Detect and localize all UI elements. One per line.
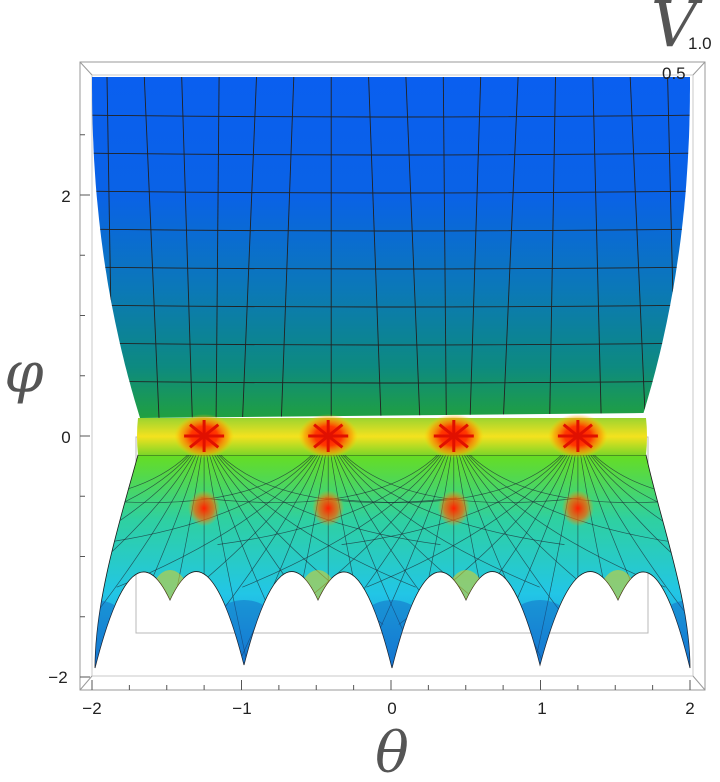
y-tick-label: 2 xyxy=(61,187,70,206)
singular-ray xyxy=(203,423,220,438)
grid-line xyxy=(215,77,220,418)
fan-line xyxy=(577,455,690,656)
singular-ray xyxy=(189,434,206,449)
y-tick-label: 0 xyxy=(61,428,70,447)
fan-line xyxy=(231,455,329,668)
grid-line xyxy=(502,77,519,418)
grid-line xyxy=(92,304,690,308)
x-tick-label: 2 xyxy=(685,699,694,718)
singular-ray xyxy=(438,423,455,438)
singular-ray xyxy=(327,423,344,438)
upper-grid-lines xyxy=(92,77,690,418)
singular-points xyxy=(174,414,608,527)
level-band xyxy=(137,418,647,455)
grid-line xyxy=(629,77,646,418)
singular-ray xyxy=(327,434,344,449)
singular-ray xyxy=(313,434,330,449)
singular-ray xyxy=(203,434,220,449)
fan-line xyxy=(577,455,690,625)
cusp-shade xyxy=(596,570,640,650)
fan-line xyxy=(453,455,690,545)
cusp-shade xyxy=(444,570,488,650)
z-tick-label: 0.5 xyxy=(662,64,686,83)
singular-point xyxy=(312,490,345,527)
z-tick-label: 1.0 xyxy=(688,34,712,53)
fan-line xyxy=(217,455,455,545)
grid-line xyxy=(592,77,602,418)
singular-ray xyxy=(562,423,579,438)
grid-line xyxy=(92,380,690,384)
singular-ray xyxy=(438,434,455,449)
fan-line xyxy=(577,455,690,588)
fan-line xyxy=(242,455,455,588)
grid-line xyxy=(92,266,690,270)
plot-box xyxy=(79,61,706,691)
grid-line xyxy=(181,77,193,418)
grid-line xyxy=(549,77,556,418)
upper-surface xyxy=(92,77,690,418)
axis-ticks xyxy=(80,134,691,690)
grid-line xyxy=(92,342,690,346)
z-axis-label: V xyxy=(651,0,703,62)
singular-ray xyxy=(452,434,469,449)
fan-line xyxy=(95,455,205,656)
grid-line xyxy=(143,77,160,418)
singular-ray xyxy=(452,423,469,438)
fan-line xyxy=(116,455,329,588)
cusp-shade xyxy=(500,600,580,668)
fan-line xyxy=(366,455,579,588)
singular-ray xyxy=(576,423,593,438)
grid-line xyxy=(368,77,382,418)
singular-ray xyxy=(562,434,579,449)
grid-line xyxy=(280,77,295,418)
fan-line xyxy=(325,455,579,503)
cusp-shade xyxy=(650,600,690,668)
singular-point xyxy=(188,490,221,527)
x-tick-label: −2 xyxy=(82,699,101,718)
fan-line xyxy=(528,455,579,668)
singular-ray xyxy=(576,434,593,449)
fan-line xyxy=(327,455,565,545)
grid-line xyxy=(92,228,690,232)
x-tick-label: −1 xyxy=(232,699,251,718)
fan-line xyxy=(95,455,329,545)
fan-line xyxy=(95,455,205,588)
fan-line xyxy=(203,455,254,668)
grid-line xyxy=(469,77,482,418)
x-tick-label: 0 xyxy=(387,699,396,718)
grid-line xyxy=(92,152,690,156)
y-axis-label: φ xyxy=(4,341,43,406)
fan-line xyxy=(201,455,455,503)
grid-line xyxy=(92,190,690,194)
grid-line xyxy=(405,77,421,418)
x-tick-label: 1 xyxy=(537,699,546,718)
grid-line xyxy=(92,114,690,118)
fan-line xyxy=(203,455,441,545)
cusp-shade xyxy=(352,600,432,668)
cusp-shade xyxy=(296,570,340,650)
singular-ray xyxy=(189,423,206,438)
fan-line xyxy=(95,455,205,625)
grid-line xyxy=(242,77,257,418)
lower-surface xyxy=(94,454,691,669)
singular-point xyxy=(561,490,594,527)
cusp-shade xyxy=(204,600,284,668)
x-axis-label: θ xyxy=(375,721,409,782)
singular-point xyxy=(437,490,470,527)
y-tick-label: −2 xyxy=(48,668,67,687)
fan-line xyxy=(341,455,579,545)
singular-ray xyxy=(313,423,330,438)
fan-line xyxy=(327,455,540,588)
cusp-shade xyxy=(148,570,192,650)
grid-line xyxy=(442,77,447,418)
